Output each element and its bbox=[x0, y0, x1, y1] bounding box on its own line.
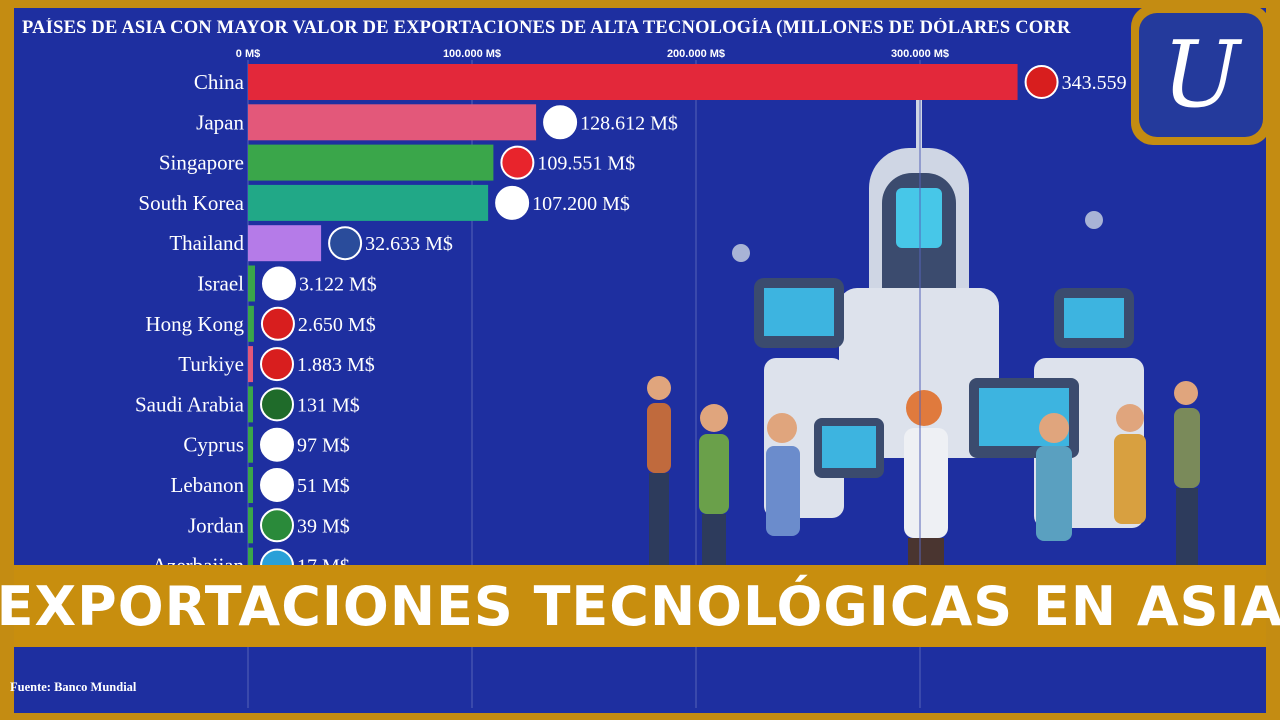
bar bbox=[248, 265, 255, 302]
x-tick-label: 0 M$ bbox=[236, 48, 260, 60]
bar bbox=[248, 507, 253, 544]
bar bbox=[248, 426, 253, 463]
bar bbox=[248, 386, 253, 423]
bar bbox=[248, 225, 322, 262]
flag-icon bbox=[260, 468, 294, 502]
category-label: South Korea bbox=[138, 191, 244, 215]
value-label: 131 M$ bbox=[297, 394, 360, 416]
category-label: Japan bbox=[196, 110, 244, 134]
category-label: Saudi Arabia bbox=[135, 392, 245, 416]
bar bbox=[248, 305, 254, 342]
category-label: Israel bbox=[197, 272, 244, 296]
flag-icon bbox=[260, 306, 295, 341]
flag-icon bbox=[260, 387, 294, 422]
x-tick-label: 200.000 M$ bbox=[667, 48, 725, 60]
x-tick-label: 300.000 M$ bbox=[891, 48, 949, 60]
value-label: 39 M$ bbox=[297, 515, 350, 537]
category-label: Hong Kong bbox=[145, 312, 244, 336]
bar bbox=[248, 104, 537, 141]
value-label: 109.551 M$ bbox=[537, 153, 635, 175]
channel-logo[interactable]: U bbox=[1131, 5, 1271, 145]
value-label: 107.200 M$ bbox=[532, 193, 630, 215]
value-label: 32.633 M$ bbox=[365, 233, 453, 255]
bar bbox=[248, 64, 1018, 100]
bar bbox=[248, 184, 489, 221]
category-label: Thailand bbox=[169, 231, 244, 255]
value-label: 1.883 M$ bbox=[297, 354, 375, 376]
value-label: 97 M$ bbox=[297, 435, 350, 457]
category-label: Lebanon bbox=[171, 473, 245, 497]
logo-inner: U bbox=[1139, 13, 1263, 137]
value-label: 128.612 M$ bbox=[580, 112, 678, 134]
x-tick-label: 100.000 M$ bbox=[443, 48, 501, 60]
flag-icon bbox=[495, 185, 530, 220]
title-banner: EXPORTACIONES TECNOLÓGICAS EN ASIA bbox=[0, 565, 1280, 647]
bar bbox=[248, 144, 494, 181]
value-label: 343.559 bbox=[1062, 72, 1127, 94]
flag-icon bbox=[260, 508, 294, 543]
flag-icon bbox=[543, 105, 578, 140]
flag-icon bbox=[260, 347, 294, 382]
category-label: Turkiye bbox=[178, 352, 244, 376]
flag-icon bbox=[261, 266, 296, 301]
category-label: China bbox=[194, 70, 245, 94]
technology-illustration bbox=[647, 88, 1200, 578]
category-label: Jordan bbox=[188, 513, 244, 537]
bar-chart: 0 M$ 100.000 M$ 200.000 M$ 300.000 M$ China 3… bbox=[135, 48, 1127, 708]
flag-icon bbox=[500, 145, 535, 180]
value-label: 3.122 M$ bbox=[299, 274, 377, 296]
bar bbox=[248, 346, 253, 383]
chart-title: PAÍSES DE ASIA CON MAYOR VALOR DE EXPORT… bbox=[22, 18, 1071, 38]
flag-icon bbox=[260, 427, 294, 462]
source-note: Fuente: Banco Mundial bbox=[10, 680, 137, 694]
logo-letter: U bbox=[1162, 21, 1240, 128]
category-label: Cyprus bbox=[183, 433, 244, 457]
flag-icon bbox=[1024, 65, 1059, 99]
value-label: 2.650 M$ bbox=[298, 314, 376, 336]
value-label: 51 M$ bbox=[297, 475, 350, 497]
banner-text: EXPORTACIONES TECNOLÓGICAS EN ASIA bbox=[0, 574, 1280, 638]
bar bbox=[248, 467, 253, 503]
flag-icon bbox=[328, 226, 363, 261]
category-label: Singapore bbox=[159, 151, 244, 175]
